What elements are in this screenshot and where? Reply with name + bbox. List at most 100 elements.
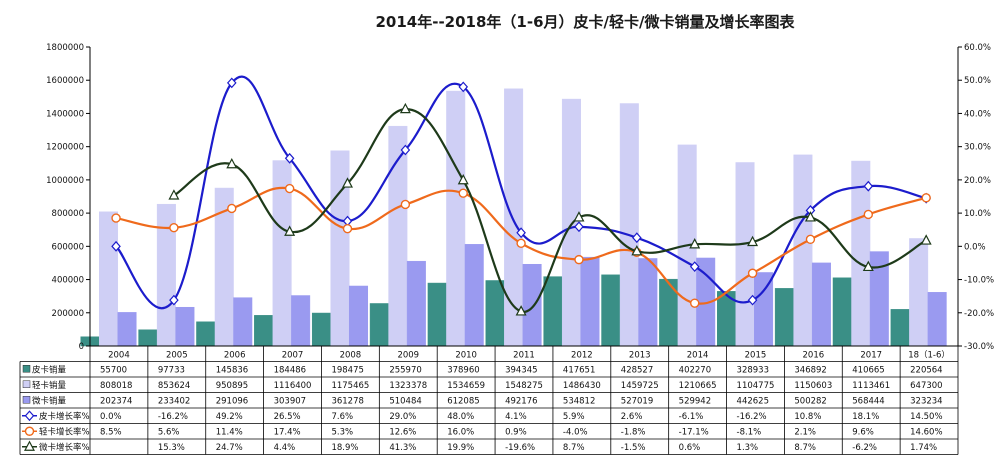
cell-微卡销量-2005: 233402 xyxy=(158,396,190,406)
cell-微卡增长率%-2011: -19.6% xyxy=(505,443,535,453)
cell-皮卡销量-2015: 328933 xyxy=(737,365,769,375)
cell-微卡销量-18（1-6）: 323234 xyxy=(910,396,942,406)
legend-marker-微卡增长率% xyxy=(24,440,35,451)
point-3-2007 xyxy=(284,225,296,236)
bar-3-18（1-6） xyxy=(927,292,947,347)
row-label-微卡销量: 微卡销量 xyxy=(32,395,67,406)
bar-2-2016 xyxy=(793,154,813,347)
point-2-2011 xyxy=(516,238,526,249)
bar-1-2008 xyxy=(311,312,331,347)
category-label-2007: 2007 xyxy=(282,351,304,361)
bar-3-2013 xyxy=(638,258,658,347)
cell-轻卡增长率%-2013: -1.8% xyxy=(621,427,646,437)
legend-marker-皮卡增长率% xyxy=(24,410,35,422)
bar-3-2016 xyxy=(811,262,831,347)
cell-微卡销量-2006: 291096 xyxy=(216,396,248,406)
row-label-皮卡销量: 皮卡销量 xyxy=(32,364,67,375)
point-2-2010 xyxy=(458,188,468,198)
point-1-2006 xyxy=(226,77,237,89)
y-left-tick-label: 400000 xyxy=(52,276,84,286)
y-left-tick-label: 800000 xyxy=(52,209,84,219)
cell-微卡增长率%-2008: 18.9% xyxy=(331,443,358,453)
legend-swatch-轻卡销量 xyxy=(22,380,31,388)
category-label-2017: 2017 xyxy=(860,351,882,361)
point-3-2008 xyxy=(342,177,354,188)
y-left-tick-label: 1800000 xyxy=(46,43,84,53)
bar-3-2012 xyxy=(580,256,600,347)
cell-轻卡增长率%-2010: 16.0% xyxy=(447,427,474,437)
row-label-皮卡增长率%: 皮卡增长率% xyxy=(39,411,90,422)
cell-皮卡增长率%-2005: -16.2% xyxy=(158,412,188,422)
y-left-tick-label: 600000 xyxy=(52,242,84,252)
cell-皮卡增长率%-2006: 49.2% xyxy=(216,412,243,422)
bar-3-2011 xyxy=(522,263,542,347)
cell-皮卡销量-2009: 255970 xyxy=(389,365,421,375)
bar-2-2013 xyxy=(619,103,639,347)
point-3-2014 xyxy=(689,238,701,249)
point-2-2004 xyxy=(111,213,121,223)
bar-1-2016 xyxy=(774,288,794,347)
bar-1-2011 xyxy=(485,280,505,347)
cell-微卡销量-2015: 442625 xyxy=(737,396,769,406)
y-left-tick-label: 0 xyxy=(79,342,84,352)
y-right-tick-label: -10.0% xyxy=(964,276,994,286)
cell-轻卡销量-2015: 1104775 xyxy=(737,381,775,391)
bar-1-2013 xyxy=(601,274,621,347)
y-right-tick-label: 50.0% xyxy=(964,76,991,86)
cell-皮卡销量-2010: 378960 xyxy=(447,365,479,375)
cell-皮卡销量-2007: 184486 xyxy=(274,365,306,375)
bar-2-2010 xyxy=(446,90,466,347)
point-2-2017 xyxy=(863,209,874,220)
point-2-2009 xyxy=(400,199,411,210)
cell-微卡增长率%-2006: 24.7% xyxy=(216,443,243,453)
cell-轻卡增长率%-2015: -8.1% xyxy=(737,427,762,437)
point-2-2014 xyxy=(690,298,700,308)
cell-皮卡销量-2005: 97733 xyxy=(158,365,185,375)
series-line-1 xyxy=(115,75,927,310)
cell-轻卡销量-2010: 1534659 xyxy=(447,381,485,391)
cell-皮卡销量-2008: 198475 xyxy=(331,365,363,375)
category-label-2011: 2011 xyxy=(513,351,535,361)
cell-轻卡增长率%-2007: 17.4% xyxy=(274,427,301,437)
bar-1-2010 xyxy=(427,282,447,347)
category-label-2015: 2015 xyxy=(745,351,767,361)
cell-微卡销量-2008: 361278 xyxy=(331,396,363,406)
point-2-2008 xyxy=(342,224,353,234)
point-1-2013 xyxy=(632,232,642,244)
bar-1-18（1-6） xyxy=(890,309,910,347)
bar-1-2009 xyxy=(369,303,389,347)
cell-轻卡销量-2008: 1175465 xyxy=(331,381,369,391)
point-3-2010 xyxy=(457,173,469,185)
point-3-2009 xyxy=(399,102,411,114)
cell-微卡增长率%-2016: 8.7% xyxy=(794,443,816,453)
point-2-2016 xyxy=(805,234,816,245)
y-right-tick-label: -30.0% xyxy=(964,342,994,352)
cell-轻卡增长率%-2016: 2.1% xyxy=(794,427,816,437)
bar-2-2004 xyxy=(99,211,119,347)
point-3-2011 xyxy=(515,305,527,316)
cell-轻卡增长率%-2008: 5.3% xyxy=(331,427,353,437)
cell-皮卡增长率%-2014: -6.1% xyxy=(679,412,704,422)
point-1-2004 xyxy=(111,240,121,252)
cell-轻卡销量-2011: 1548275 xyxy=(505,381,543,391)
point-2-2015 xyxy=(747,268,758,278)
cell-微卡销量-2012: 534812 xyxy=(563,396,595,406)
cell-微卡增长率%-2014: 0.6% xyxy=(679,443,701,453)
cell-轻卡销量-2006: 950895 xyxy=(216,381,248,391)
cell-皮卡增长率%-2017: 18.1% xyxy=(852,412,879,422)
bar-3-2009 xyxy=(406,260,426,347)
cell-微卡增长率%-2005: 15.3% xyxy=(158,443,185,453)
y-left-tick-label: 1600000 xyxy=(46,76,84,86)
cell-微卡销量-2004: 202374 xyxy=(100,396,132,406)
point-3-2013 xyxy=(631,245,643,256)
cell-皮卡销量-2014: 402270 xyxy=(679,365,711,375)
cell-微卡销量-2014: 529942 xyxy=(679,396,711,406)
point-2-2006 xyxy=(227,203,237,214)
cell-皮卡增长率%-2016: 10.8% xyxy=(794,412,821,422)
bar-2-2015 xyxy=(735,162,755,347)
bar-3-2004 xyxy=(117,312,137,347)
category-label-18（1-6）: 18（1-6） xyxy=(908,350,950,361)
cell-微卡销量-2013: 527019 xyxy=(621,396,653,406)
point-1-2009 xyxy=(400,144,411,156)
